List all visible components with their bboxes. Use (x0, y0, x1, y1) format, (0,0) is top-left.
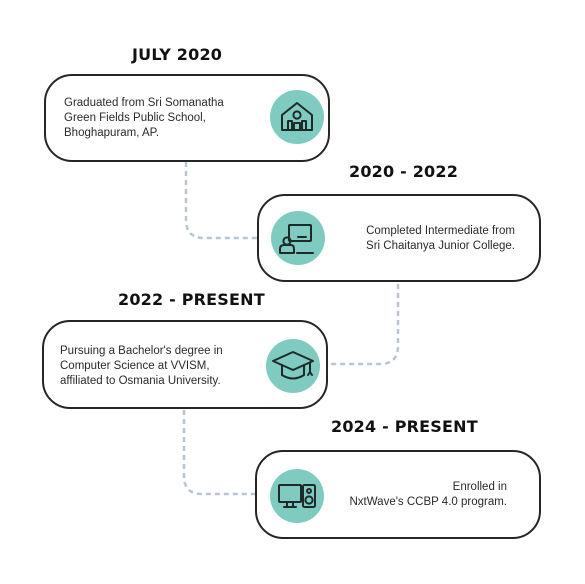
timeline-description-2: Completed Intermediate from Sri Chaitany… (366, 225, 515, 252)
timeline-description-4: Enrolled in NxtWave's CCBP 4.0 program. (349, 481, 508, 508)
connector-line-3 (182, 410, 256, 496)
timeline-description-1: Graduated from Sri Somanatha Green Field… (64, 97, 224, 139)
connector-line-2 (326, 284, 400, 366)
timeline-description-3: Pursuing a Bachelor's degree in Computer… (60, 345, 223, 387)
school-building-icon (270, 90, 324, 144)
timeline-period-3: 2022 - PRESENT (118, 290, 265, 309)
timeline-card-1: Graduated from Sri Somanatha Green Field… (44, 74, 330, 162)
timeline-period-1: JULY 2020 (132, 45, 223, 64)
timeline-card-2: Completed Intermediate from Sri Chaitany… (257, 194, 541, 282)
timeline-card-4: Enrolled in NxtWave's CCBP 4.0 program. (255, 450, 541, 539)
teacher-board-icon (271, 211, 325, 265)
computer-speaker-icon (270, 469, 324, 523)
timeline-period-2: 2020 - 2022 (349, 162, 459, 181)
timeline-card-3: Pursuing a Bachelor's degree in Computer… (42, 320, 328, 409)
connector-line-1 (184, 162, 258, 240)
graduation-cap-icon (266, 339, 320, 393)
timeline-period-4: 2024 - PRESENT (331, 417, 478, 436)
